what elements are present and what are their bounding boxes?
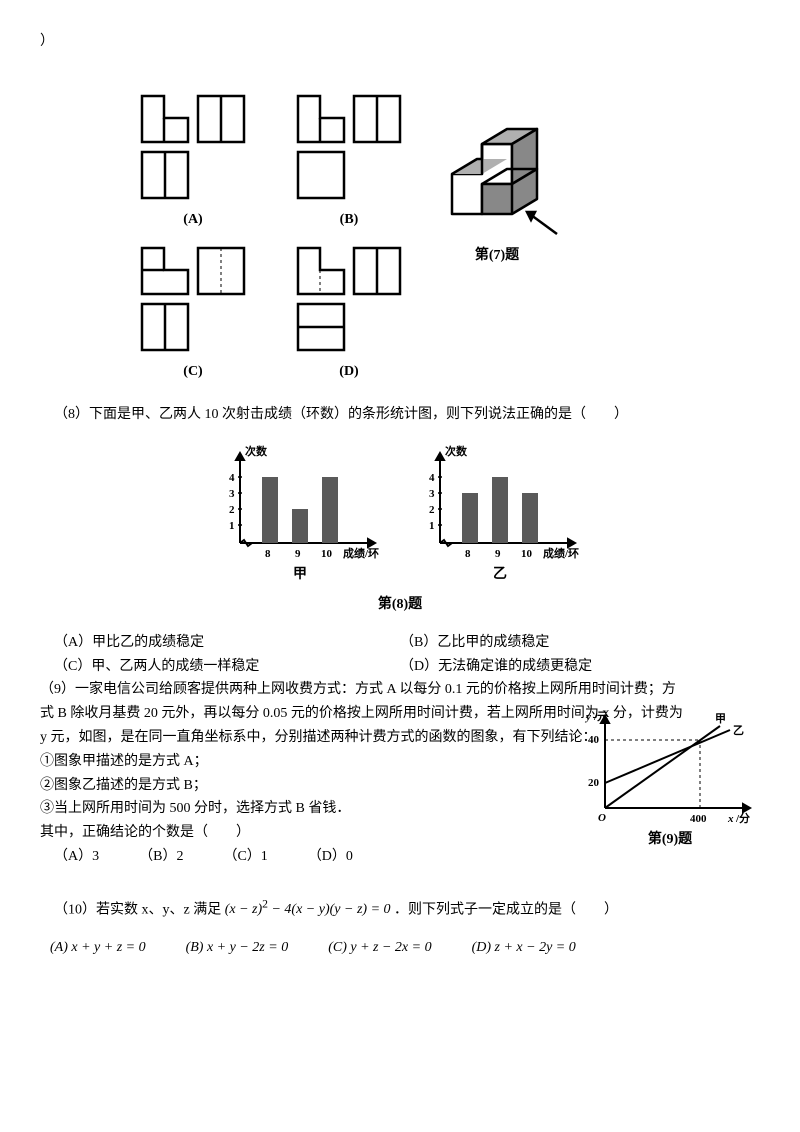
q10-formula: (x − z)2 − 4(x − y)(y − z) = 0 xyxy=(225,902,391,917)
q7-option-d: (D) xyxy=(296,246,402,384)
q10-stem-after: ．则下列式子一定成立的是（ ） xyxy=(394,902,618,917)
svg-text:甲: 甲 xyxy=(715,712,726,725)
q7c-label: (C) xyxy=(183,360,202,384)
q8-chart2: 次数 成绩/环 1 2 3 4 8 9 10 乙 xyxy=(415,443,585,587)
q9-opt-a: （A）3 xyxy=(54,845,99,869)
q8-block: （8）下面是甲、乙两人 10 次射击成绩（环数）的条形统计图，则下列说法正确的是… xyxy=(40,403,760,678)
q10-opt-d: (D) z + x − 2y = 0 xyxy=(472,936,576,960)
svg-text:O: O xyxy=(598,812,606,824)
q7-isometric: 第(7)题 xyxy=(432,104,562,268)
svg-text:次数: 次数 xyxy=(445,444,468,458)
svg-text:9: 9 xyxy=(295,548,301,560)
q8-opt-c: （C）甲、乙两人的成绩一样稳定 xyxy=(40,655,400,679)
q7b-view3 xyxy=(296,150,346,200)
q8-caption: 第(8)题 xyxy=(40,593,760,617)
q10-stem-before: （10）若实数 x、y、z 满足 xyxy=(54,902,225,917)
q8-opt-b: （B）乙比甲的成绩稳定 xyxy=(400,631,760,655)
q7-option-b: (B) xyxy=(296,94,402,232)
y-axis-label: 次数 xyxy=(245,444,268,458)
q8-chart1-name: 甲 xyxy=(215,563,385,587)
q7-option-a: (A) xyxy=(140,94,246,232)
q7c-view2 xyxy=(196,246,246,296)
svg-text:8: 8 xyxy=(465,548,471,560)
q9-graph: 20 40 400 O y/元 x/分 甲 乙 第(9)题 xyxy=(580,708,760,852)
q7b-view1 xyxy=(296,94,346,144)
svg-text:乙: 乙 xyxy=(733,724,744,737)
q7a-label: (A) xyxy=(183,208,202,232)
svg-text:400: 400 xyxy=(690,813,707,825)
q7d-view3 xyxy=(296,302,346,352)
q10-stem: （10）若实数 x、y、z 满足 (x − z)2 − 4(x − y)(y −… xyxy=(40,895,760,922)
svg-text:2: 2 xyxy=(229,504,235,516)
q7-stub: ） xyxy=(40,30,760,54)
svg-text:3: 3 xyxy=(429,488,435,500)
svg-text:1: 1 xyxy=(429,520,435,532)
svg-text:20: 20 xyxy=(588,777,600,789)
q7d-view2 xyxy=(352,246,402,296)
q8-chart1: 次数 成绩/环 1 2 3 4 8 9 10 xyxy=(215,443,385,587)
q9-line1: （9）一家电信公司给顾客提供两种上网收费方式：方式 A 以每分 0.1 元的价格… xyxy=(40,678,760,702)
svg-text:8: 8 xyxy=(265,548,271,560)
svg-text:2: 2 xyxy=(429,504,435,516)
q7c-view3 xyxy=(140,302,190,352)
q7b-view2 xyxy=(352,94,402,144)
svg-text:成绩/环: 成绩/环 xyxy=(543,546,579,560)
q7a-view1 xyxy=(140,94,190,144)
x-axis-label: 成绩/环 xyxy=(343,546,379,560)
q7a-view3 xyxy=(140,150,190,200)
q7b-label: (B) xyxy=(340,208,359,232)
q9-opt-b: （B）2 xyxy=(139,845,183,869)
svg-text:4: 4 xyxy=(229,472,235,484)
svg-text:40: 40 xyxy=(588,734,600,746)
svg-text:10: 10 xyxy=(321,548,333,560)
svg-text:10: 10 xyxy=(521,548,533,560)
q10-block: （10）若实数 x、y、z 满足 (x − z)2 − 4(x − y)(y −… xyxy=(40,895,760,960)
svg-text:x: x xyxy=(727,813,734,825)
q9-caption: 第(9)题 xyxy=(580,828,760,852)
q7-caption: 第(7)题 xyxy=(432,244,562,268)
q7d-view1 xyxy=(296,246,346,296)
q10-opt-b: (B) x + y − 2z = 0 xyxy=(186,936,289,960)
q10-opt-c: (C) y + z − 2x = 0 xyxy=(328,936,431,960)
q9-block: （9）一家电信公司给顾客提供两种上网收费方式：方式 A 以每分 0.1 元的价格… xyxy=(40,678,760,868)
q7-option-c: (C) xyxy=(140,246,246,384)
svg-text:/元: /元 xyxy=(593,710,608,723)
q7-block: (A) xyxy=(40,94,760,384)
q9-opt-c: （C）1 xyxy=(223,845,267,869)
q9-opt-d: （D）0 xyxy=(308,845,353,869)
q8-stem: （8）下面是甲、乙两人 10 次射击成绩（环数）的条形统计图，则下列说法正确的是… xyxy=(40,403,760,427)
q7c-view1 xyxy=(140,246,190,296)
svg-text:3: 3 xyxy=(229,488,235,500)
q8-opt-a: （A）甲比乙的成绩稳定 xyxy=(40,631,400,655)
svg-text:y: y xyxy=(584,711,591,723)
q7d-label: (D) xyxy=(339,360,358,384)
q8-opt-d: （D）无法确定谁的成绩更稳定 xyxy=(400,655,760,679)
q8-chart2-name: 乙 xyxy=(415,563,585,587)
svg-text:9: 9 xyxy=(495,548,501,560)
q10-opt-a: (A) x + y + z = 0 xyxy=(50,936,146,960)
svg-text:1: 1 xyxy=(229,520,235,532)
q7a-view2 xyxy=(196,94,246,144)
svg-text:4: 4 xyxy=(429,472,435,484)
svg-text:/分: /分 xyxy=(735,811,750,825)
